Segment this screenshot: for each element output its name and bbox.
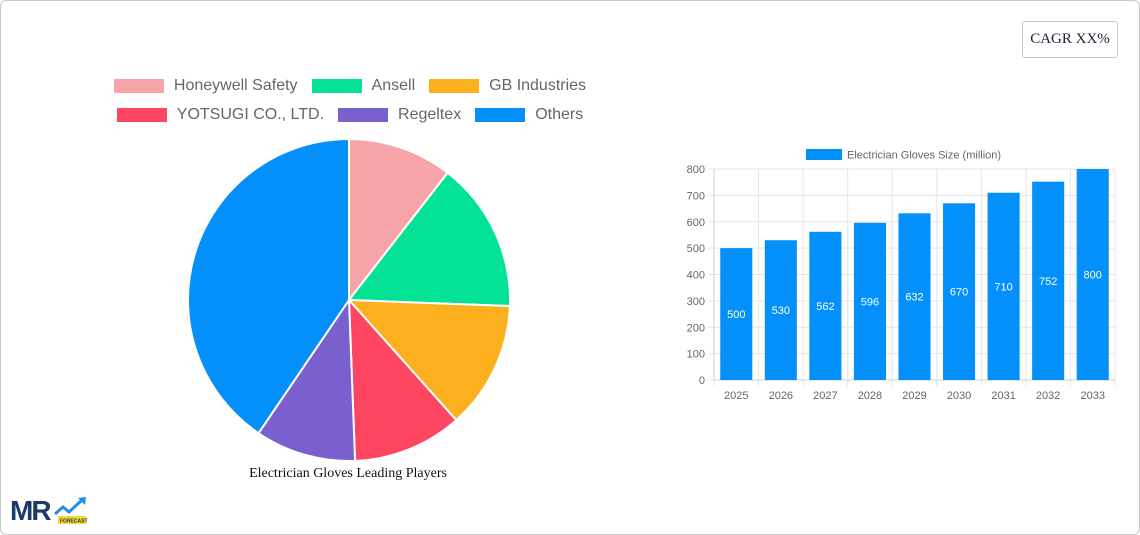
legend-label: Honeywell Safety	[173, 77, 298, 94]
legend-swatch-icon	[113, 79, 164, 93]
legend-item[interactable]: Regeltex	[338, 106, 461, 124]
pie-chart	[186, 137, 512, 468]
bar[interactable]	[720, 248, 753, 380]
bar[interactable]	[853, 222, 886, 380]
y-tick-label: 100	[687, 349, 705, 361]
bar-value-label: 632	[905, 292, 923, 304]
pie-caption: Electrician Gloves Leading Players	[249, 466, 447, 481]
pie-legend: Honeywell Safety Ansell GB Industries YOTS…	[100, 74, 600, 132]
bar-value-label: 800	[1084, 270, 1102, 282]
y-tick-label: 300	[687, 296, 705, 308]
legend-item[interactable]: Others	[475, 106, 583, 124]
cagr-label: CAGR XX%	[1030, 31, 1110, 47]
legend-label: Ansell	[371, 77, 416, 94]
legend-swatch-icon	[311, 79, 362, 93]
legend-item[interactable]: Honeywell Safety	[113, 77, 298, 95]
bar-value-label: 500	[727, 309, 745, 321]
y-tick-label: 0	[699, 375, 705, 387]
y-tick-label: 500	[687, 243, 705, 255]
bar[interactable]	[943, 203, 976, 380]
bar-value-label: 596	[861, 296, 879, 308]
pie-slice[interactable]	[347, 297, 458, 462]
x-tick-label: 2032	[1036, 390, 1060, 402]
pie-slice[interactable]	[347, 171, 511, 308]
x-tick-label: 2027	[813, 390, 837, 402]
pie-slice[interactable]	[257, 296, 357, 462]
legend-label: Others	[535, 106, 584, 123]
legend-label: Regeltex	[398, 106, 462, 123]
y-tick-label: 800	[687, 164, 705, 176]
pie-slice[interactable]	[346, 298, 511, 422]
bar-value-label: 752	[1039, 276, 1057, 288]
legend-label: YOTSUGI CO., LTD.	[176, 106, 325, 123]
legend-row: YOTSUGI CO., LTD. Regeltex Others	[100, 103, 600, 127]
legend-item[interactable]: Ansell	[311, 77, 416, 95]
y-tick-label: 400	[687, 270, 705, 282]
svg-text:FORECAST: FORECAST	[60, 519, 88, 525]
mr-forecast-logo: MR FORECAST	[10, 494, 90, 526]
legend-item[interactable]: YOTSUGI CO., LTD.	[116, 106, 325, 124]
legend-swatch-icon	[429, 79, 480, 93]
y-tick-label: 200	[687, 322, 705, 334]
bar[interactable]	[809, 231, 842, 380]
bar-legend-swatch-icon	[806, 149, 842, 160]
bar[interactable]	[898, 213, 931, 380]
x-tick-label: 2030	[947, 390, 971, 402]
legend-item[interactable]: GB Industries	[429, 77, 586, 95]
bar-value-label: 562	[816, 301, 834, 313]
legend-swatch-icon	[116, 108, 167, 122]
x-tick-label: 2026	[769, 390, 793, 402]
legend-swatch-icon	[338, 108, 389, 122]
legend-row: Honeywell Safety Ansell GB Industries	[100, 74, 600, 98]
bar[interactable]	[764, 240, 797, 380]
pie-slice[interactable]	[348, 137, 450, 303]
bar-legend-label[interactable]: Electrician Gloves Size (million)	[847, 150, 1001, 162]
bar[interactable]	[987, 192, 1020, 380]
x-tick-label: 2031	[991, 390, 1015, 402]
y-tick-label: 700	[687, 190, 705, 202]
legend-swatch-icon	[475, 108, 526, 122]
bar[interactable]	[1032, 181, 1065, 380]
x-tick-label: 2029	[902, 390, 926, 402]
bar-value-label: 530	[772, 305, 790, 317]
logo-icon: MR FORECAST	[10, 495, 88, 526]
x-tick-label: 2025	[724, 390, 748, 402]
cagr-badge: CAGR XX%	[1022, 21, 1118, 58]
bar[interactable]	[1076, 169, 1109, 380]
x-tick-label: 2033	[1080, 390, 1104, 402]
pie-slice[interactable]	[187, 137, 350, 435]
legend-label: GB Industries	[489, 77, 587, 94]
x-tick-label: 2028	[858, 390, 882, 402]
bar-value-label: 670	[950, 287, 968, 299]
bar-value-label: 710	[994, 281, 1012, 293]
svg-text:MR: MR	[10, 495, 51, 526]
y-tick-label: 600	[687, 217, 705, 229]
bar-chart: Electrician Gloves Size (million) 0 100 200…	[670, 140, 1130, 415]
